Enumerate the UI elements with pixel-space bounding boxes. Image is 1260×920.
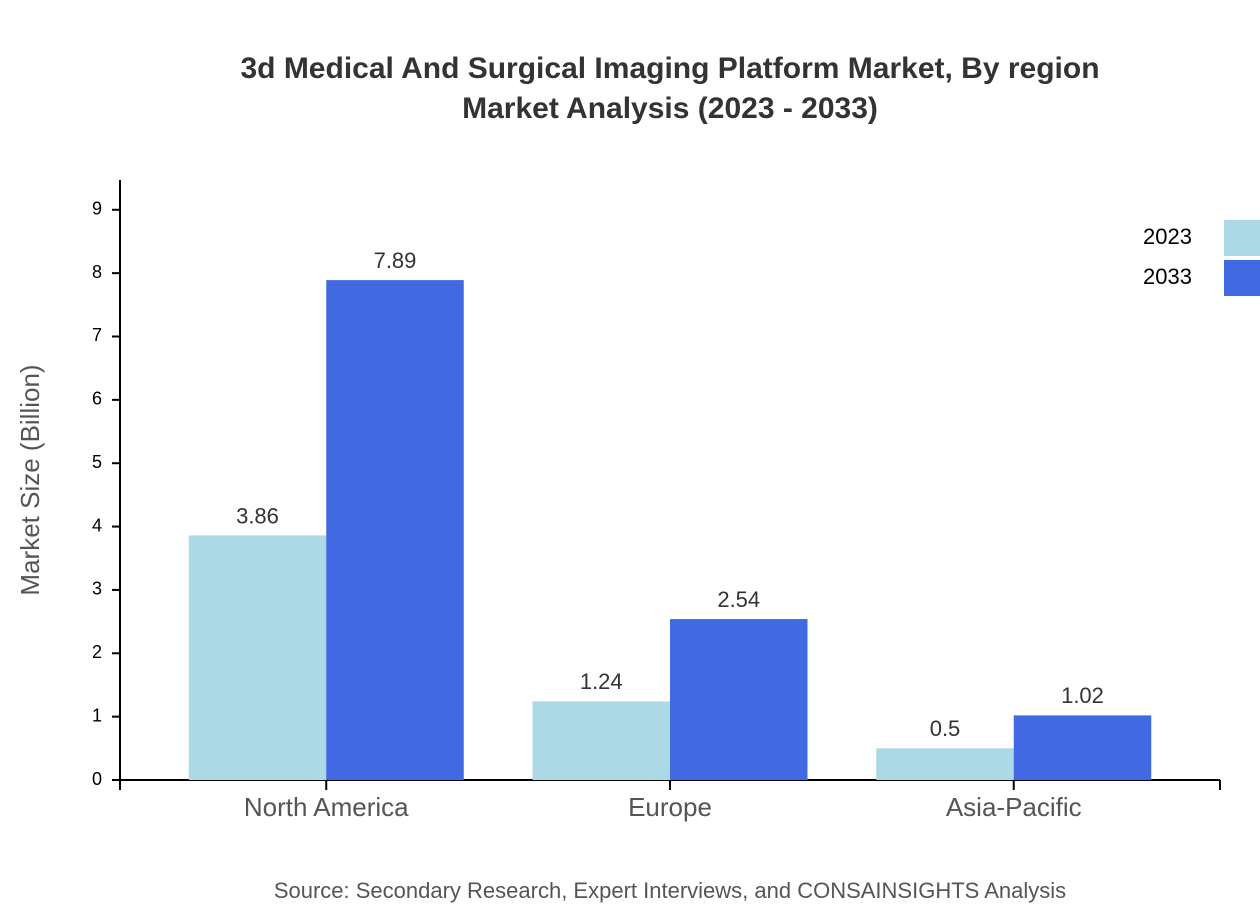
value-label: 1.02 [1061, 683, 1104, 708]
source-note: Source: Secondary Research, Expert Inter… [274, 878, 1066, 903]
chart-subtitle: Market Analysis (2023 - 2033) [462, 92, 878, 125]
value-label: 7.89 [374, 248, 417, 273]
value-label: 3.86 [236, 503, 279, 528]
bar [188, 535, 327, 780]
x-tick-label: Europe [628, 792, 712, 822]
y-tick-label: 0 [92, 769, 102, 789]
bar [326, 280, 464, 780]
y-tick-label: 6 [92, 389, 102, 409]
legend-label: 2023 [1143, 224, 1192, 249]
x-tick-label: Asia-Pacific [946, 792, 1082, 822]
bar [876, 748, 1014, 780]
bar [532, 701, 670, 780]
y-tick-label: 2 [92, 642, 102, 662]
bar [1013, 715, 1152, 780]
chart-title: 3d Medical And Surgical Imaging Platform… [240, 52, 1099, 85]
value-label: 0.5 [930, 716, 961, 741]
value-label: 2.54 [717, 587, 760, 612]
y-tick-label: 3 [92, 579, 102, 599]
bar [670, 619, 808, 780]
y-tick-label: 8 [92, 262, 102, 282]
legend-swatch [1224, 260, 1260, 296]
legend-swatch [1224, 220, 1260, 256]
y-tick-label: 1 [92, 705, 102, 725]
y-tick-label: 4 [92, 515, 102, 535]
y-tick-label: 7 [92, 325, 102, 345]
y-tick-label: 5 [92, 452, 102, 472]
y-axis-label: Market Size (Billion) [15, 364, 45, 595]
value-label: 1.24 [580, 669, 623, 694]
x-tick-label: North America [244, 792, 409, 822]
y-tick-label: 9 [92, 199, 102, 219]
legend-label: 2033 [1143, 264, 1192, 289]
